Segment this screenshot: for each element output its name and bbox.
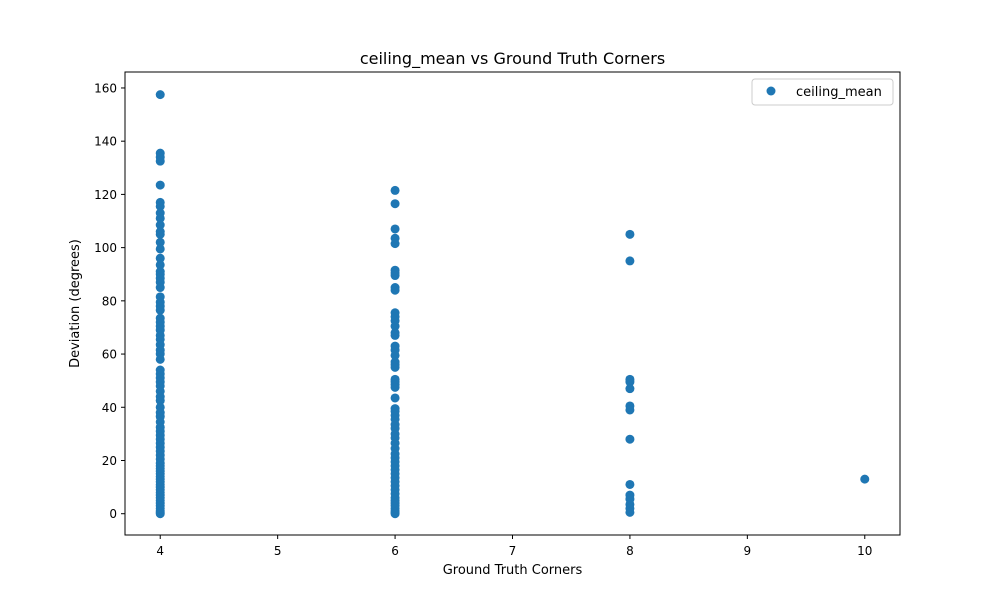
data-point <box>390 285 400 295</box>
legend-label: ceiling_mean <box>796 85 882 100</box>
x-tick-label: 8 <box>626 544 634 558</box>
data-point <box>390 509 400 519</box>
x-tick-label: 6 <box>391 544 399 558</box>
x-tick-label: 7 <box>509 544 517 558</box>
data-point <box>625 377 635 387</box>
y-tick-label: 60 <box>102 348 117 362</box>
data-point <box>390 321 400 331</box>
data-point <box>155 90 165 100</box>
data-point <box>155 305 165 315</box>
x-tick-label: 9 <box>744 544 752 558</box>
data-point <box>390 224 400 234</box>
data-point <box>625 507 635 517</box>
legend-marker <box>766 86 776 96</box>
x-tick-label: 4 <box>156 544 164 558</box>
x-axis-label: Ground Truth Corners <box>443 563 583 578</box>
y-tick-label: 20 <box>102 454 117 468</box>
data-point <box>390 362 400 372</box>
data-point <box>625 479 635 489</box>
legend: ceiling_mean <box>751 78 894 106</box>
data-point <box>155 244 165 254</box>
data-point <box>390 271 400 281</box>
data-point <box>155 201 165 211</box>
y-tick-label: 40 <box>102 401 117 415</box>
data-point <box>155 354 165 364</box>
y-axis-ticks: 0 20 40 60 80 100 120 140 160 <box>94 81 125 521</box>
data-point <box>625 405 635 415</box>
data-point <box>625 229 635 239</box>
y-tick-label: 160 <box>94 81 117 95</box>
y-axis-label: Deviation (degrees) <box>68 239 83 368</box>
x-tick-label: 10 <box>857 544 872 558</box>
data-point <box>625 256 635 266</box>
data-point <box>155 253 165 263</box>
data-point <box>155 283 165 293</box>
data-point <box>390 382 400 392</box>
data-point <box>155 396 165 406</box>
data-point <box>155 237 165 247</box>
data-point <box>390 330 400 340</box>
data-point <box>155 180 165 190</box>
data-point <box>390 393 400 403</box>
data-point <box>625 434 635 444</box>
data-point <box>155 220 165 230</box>
data-point <box>625 384 635 394</box>
data-point <box>390 199 400 209</box>
chart-title: ceiling_mean vs Ground Truth Corners <box>360 49 665 69</box>
data-point <box>155 156 165 166</box>
x-axis-ticks: 4 5 6 7 8 9 10 <box>156 535 872 558</box>
data-point <box>390 350 400 360</box>
plot-area <box>124 71 901 536</box>
data-point <box>390 185 400 195</box>
data-point <box>155 260 165 270</box>
y-tick-label: 0 <box>109 507 117 521</box>
legend-box <box>751 78 894 106</box>
y-tick-label: 100 <box>94 241 117 255</box>
y-tick-label: 80 <box>102 294 117 308</box>
y-tick-label: 120 <box>94 188 117 202</box>
data-point <box>155 229 165 239</box>
data-point <box>155 509 165 519</box>
data-points-group <box>155 90 870 519</box>
y-tick-label: 140 <box>94 135 117 149</box>
data-point <box>390 239 400 249</box>
data-point <box>155 213 165 223</box>
x-tick-label: 5 <box>274 544 282 558</box>
data-point <box>860 474 870 484</box>
